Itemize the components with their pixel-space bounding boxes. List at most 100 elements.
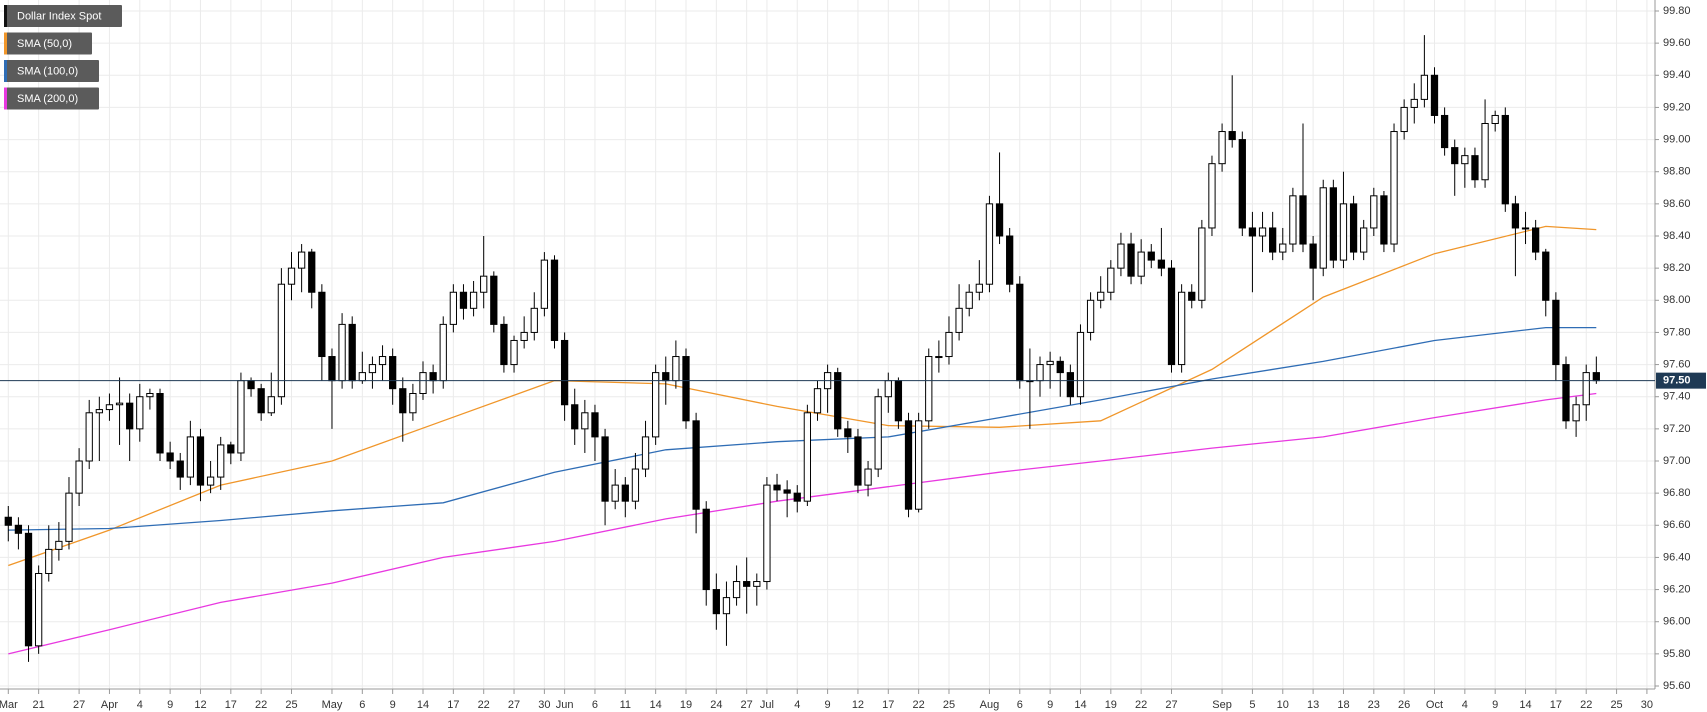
candle-body (1157, 259, 1166, 269)
candle-body (1440, 114, 1449, 149)
candle-body (126, 402, 134, 430)
x-tick-label: 13 (1307, 699, 1319, 711)
candle-body (1410, 98, 1418, 108)
x-tick-label: 22 (478, 699, 490, 711)
candle-body (1066, 372, 1074, 398)
candle-body (1147, 251, 1155, 261)
candle-body (1299, 195, 1307, 245)
x-tick-label: 12 (852, 699, 864, 711)
x-tick-label: 4 (1462, 699, 1468, 711)
x-tick-label: Jun (556, 699, 574, 711)
candle-body (328, 356, 336, 382)
y-tick-label: 95.60 (1663, 680, 1691, 692)
candle-body (1349, 203, 1358, 253)
candle-body (1329, 187, 1337, 261)
candle-body (560, 339, 569, 406)
candle-body (1360, 227, 1368, 253)
candle-body (1137, 251, 1145, 277)
candle-body (217, 444, 225, 478)
candle-body (287, 267, 296, 285)
x-tick-label: 27 (508, 699, 520, 711)
candle-body (1076, 331, 1085, 398)
candle-body (641, 436, 650, 470)
candle-body (449, 291, 457, 325)
candle-body (1056, 360, 1064, 374)
candle-body (1309, 243, 1317, 269)
candle-body (965, 291, 973, 309)
y-tick-label: 98.40 (1663, 230, 1691, 242)
candle-body (186, 436, 194, 478)
candle-body (844, 428, 852, 438)
candle-body (1228, 131, 1236, 141)
candle-body (500, 323, 508, 366)
candle-body (358, 372, 366, 382)
candle-body (1501, 114, 1509, 205)
x-tick-label: 25 (1610, 699, 1622, 711)
candle-body (813, 388, 822, 414)
candle-body (631, 468, 640, 502)
candle-body (1208, 163, 1216, 229)
candle-body (985, 203, 994, 285)
candle-body (257, 388, 265, 414)
y-tick-label: 98.60 (1663, 198, 1691, 210)
candle-body (975, 283, 983, 293)
candle-body (874, 396, 882, 470)
candle-body (1086, 299, 1095, 333)
candle-body (95, 409, 103, 414)
candle-body (35, 573, 43, 647)
candle-body (176, 460, 184, 478)
candle-body (763, 484, 771, 583)
candle-body (1592, 372, 1600, 382)
x-tick-label: 6 (1017, 699, 1023, 711)
candle-body (1198, 227, 1206, 301)
x-tick-label: Sep (1212, 699, 1232, 711)
y-tick-label: 97.00 (1663, 455, 1691, 467)
x-tick-label: 9 (390, 699, 396, 711)
candle-body (702, 508, 710, 591)
candle-body (1390, 131, 1398, 245)
candle-body (1532, 227, 1540, 253)
x-tick-label: 6 (592, 699, 598, 711)
candle-body (85, 412, 93, 462)
candle-body (115, 402, 124, 406)
candle-body (540, 259, 549, 309)
candle-body (1552, 299, 1560, 366)
x-tick-label: 14 (417, 699, 429, 711)
candle-body (1289, 195, 1297, 245)
x-tick-label: 18 (1337, 699, 1349, 711)
candle-body (490, 275, 498, 325)
x-tick-label: Aug (980, 699, 1000, 711)
legend-box (4, 60, 99, 82)
x-tick-label: 17 (882, 699, 894, 711)
y-tick-label: 95.80 (1663, 648, 1691, 660)
candle-body (308, 251, 316, 293)
candle-body (793, 492, 801, 502)
x-tick-label: 5 (1249, 699, 1255, 711)
candle-body (1016, 283, 1024, 382)
y-tick-label: 99.00 (1663, 133, 1691, 145)
candle-body (4, 516, 12, 526)
candle-body (1218, 131, 1226, 165)
candle-body (1177, 291, 1186, 366)
candle-body (1107, 267, 1115, 293)
y-tick-label: 97.40 (1663, 391, 1691, 403)
candle-body (399, 388, 407, 414)
x-tick-label: 23 (1368, 699, 1380, 711)
y-tick-label: 98.80 (1663, 166, 1691, 178)
candle-body (14, 524, 23, 534)
candle-body (1542, 251, 1550, 301)
legend-box (4, 32, 92, 55)
candle-body (1117, 243, 1125, 269)
x-tick-label: 17 (1550, 699, 1562, 711)
candle-body (1036, 364, 1044, 382)
candle-body (318, 291, 326, 358)
candle-body (459, 291, 468, 309)
candle-body (773, 484, 781, 491)
candle-body (338, 323, 346, 382)
candle-body (24, 532, 33, 647)
candle-body (1188, 291, 1196, 301)
candle-body (480, 275, 488, 293)
x-tick-label: Jul (760, 699, 774, 711)
x-tick-label: 22 (1580, 699, 1592, 711)
